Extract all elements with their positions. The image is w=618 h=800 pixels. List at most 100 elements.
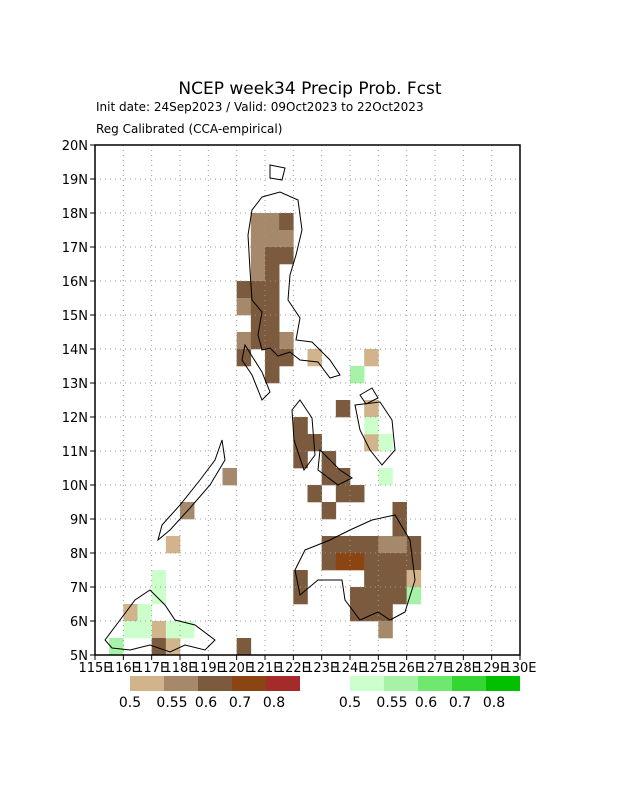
prob-cell (236, 349, 252, 367)
prob-cell (392, 519, 407, 537)
prob-cell (265, 247, 280, 265)
x-tick-label: 130E (503, 661, 536, 676)
prob-cell (392, 587, 407, 605)
y-tick-label: 12N (62, 411, 88, 426)
prob-cell (165, 621, 181, 639)
legend-label: 0.5 (119, 695, 141, 711)
prob-cell (335, 536, 351, 554)
prob-cell (123, 604, 138, 622)
prob-cell (279, 349, 294, 367)
x-tick-label: 119E (192, 661, 225, 676)
legend-label: 0.7 (449, 695, 471, 711)
x-tick-label: 128E (447, 661, 480, 676)
prob-cell (265, 366, 280, 384)
legend-swatch (232, 676, 266, 691)
prob-cell (265, 264, 280, 282)
prob-cell (307, 485, 322, 503)
prob-cell (279, 247, 294, 265)
prob-cell (180, 621, 195, 639)
y-tick-label: 7N (70, 581, 88, 596)
y-tick-label: 14N (62, 343, 88, 358)
prob-cell (378, 553, 393, 571)
prob-cell (378, 570, 393, 588)
x-tick-label: 120E (220, 661, 253, 676)
prob-cell (378, 536, 393, 554)
prob-cell (392, 502, 407, 520)
legend-swatch (486, 676, 520, 691)
prob-cell (321, 468, 337, 486)
x-tick-label: 117E (135, 661, 168, 676)
legend-label: 0.55 (156, 695, 187, 711)
prob-cell (350, 485, 365, 503)
prob-cell (364, 570, 379, 588)
prob-cell (350, 536, 365, 554)
coastline (104, 164, 416, 653)
prob-cell (265, 230, 280, 248)
prob-cell (151, 570, 167, 588)
prob-cell (364, 587, 379, 605)
prob-cell (265, 315, 280, 333)
x-tick-label: 129E (475, 661, 508, 676)
prob-cell (151, 638, 167, 656)
prob-cell (378, 621, 393, 639)
legend-swatch (452, 676, 486, 691)
prob-cell (392, 570, 407, 588)
prob-cell (406, 587, 422, 605)
prob-cell (335, 553, 351, 571)
prob-cell (350, 587, 365, 605)
prob-cell (250, 247, 266, 265)
y-tick-label: 13N (62, 377, 88, 392)
prob-cell (392, 536, 407, 554)
prob-cell (350, 604, 365, 622)
prob-cell (378, 434, 393, 452)
x-tick-label: 116E (107, 661, 140, 676)
x-tick-label: 126E (390, 661, 423, 676)
prob-cell (236, 332, 252, 350)
prob-cell (265, 332, 280, 350)
x-tick-label: 125E (362, 661, 395, 676)
legend-label: 0.6 (195, 695, 217, 711)
prob-cell (250, 332, 266, 350)
title: NCEP week34 Precip Prob. Fcst (178, 79, 442, 99)
x-tick-label: 123E (305, 661, 338, 676)
y-tick-label: 17N (62, 241, 88, 256)
y-tick-label: 15N (62, 309, 88, 324)
y-tick-label: 20N (62, 139, 88, 154)
prob-cell (364, 400, 379, 418)
prob-cell (250, 264, 266, 282)
legend-swatch (384, 676, 418, 691)
prob-cell (137, 621, 152, 639)
prob-cell (350, 553, 365, 571)
plot-frame (94, 144, 521, 656)
y-tick-label: 5N (70, 649, 88, 664)
prob-cell (265, 213, 280, 231)
prob-cell (378, 604, 393, 622)
legend-swatch (198, 676, 232, 691)
prob-cell (364, 349, 379, 367)
subtitle: Reg Calibrated (CCA-empirical) (96, 122, 282, 136)
prob-cell (265, 349, 280, 367)
prob-cell (265, 298, 280, 316)
x-tick-label: 122E (277, 661, 310, 676)
prob-cell (236, 298, 252, 316)
prob-cell (335, 400, 351, 418)
prob-cell (250, 315, 266, 333)
prob-cell (250, 213, 266, 231)
prob-cell (364, 553, 379, 571)
prob-cell (279, 332, 294, 350)
prob-cell (307, 434, 322, 452)
prob-cell (250, 281, 266, 299)
prob-cell (378, 587, 393, 605)
prob-cell (293, 570, 308, 588)
prob-cell (293, 417, 308, 435)
legend-label: 0.7 (229, 695, 251, 711)
prob-cell (279, 230, 294, 248)
prob-cell (335, 485, 351, 503)
prob-cell (236, 638, 252, 656)
y-tick-label: 6N (70, 615, 88, 630)
x-tick-label: 127E (418, 661, 451, 676)
y-tick-label: 18N (62, 207, 88, 222)
x-tick-label: 124E (333, 661, 366, 676)
prob-cell (321, 502, 337, 520)
